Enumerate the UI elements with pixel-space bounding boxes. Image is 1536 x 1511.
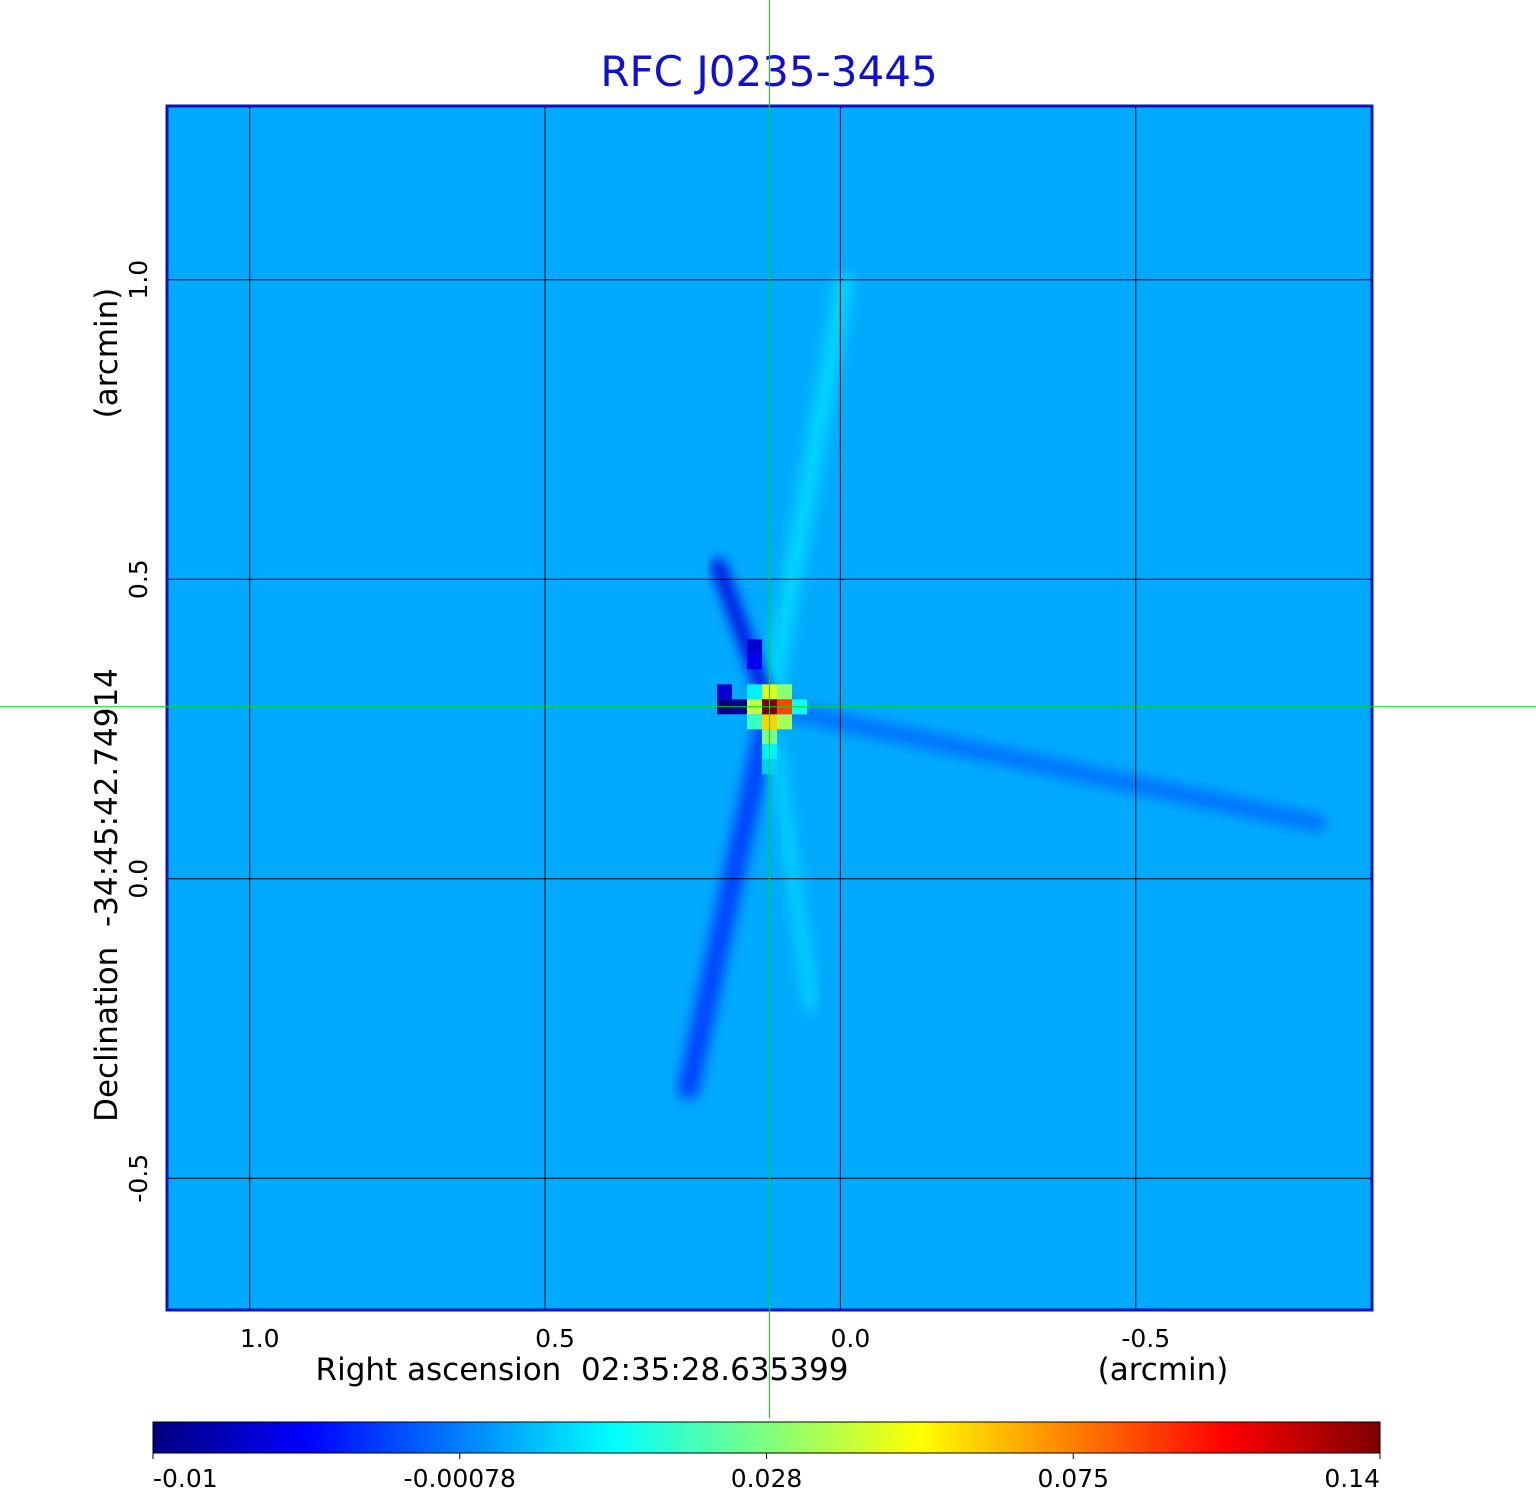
x-axis-label: Right ascension 02:35:28.635399 (316, 1352, 849, 1388)
colorbar-gradient (152, 1421, 1381, 1454)
sidelobe-streak-east (760, 697, 1327, 833)
colorbar-tick-label: 0.075 (1037, 1464, 1109, 1493)
x-tick-label: -0.5 (1121, 1324, 1170, 1353)
negative-pixel (747, 639, 762, 655)
colorbar: -0.01 -0.00078 0.028 0.075 0.14 (152, 1421, 1381, 1493)
colorbar-tick-label: -0.00078 (404, 1464, 516, 1493)
x-tick-label: 1.0 (240, 1324, 280, 1353)
negative-pixel (717, 684, 732, 700)
colorbar-tick-label: 0.14 (1324, 1464, 1380, 1493)
source-pixel (747, 684, 762, 700)
x-tick-label: 0.5 (535, 1324, 575, 1353)
y-tick-label: 0.5 (124, 559, 153, 599)
source-pixel (747, 714, 762, 730)
y-tick-label: 0.0 (124, 859, 153, 899)
y-tick-label: -0.5 (124, 1154, 153, 1203)
x-axis-unit: (arcmin) (1098, 1352, 1229, 1388)
source-pixel (777, 684, 792, 700)
colorbar-tick-label: 0.028 (731, 1464, 803, 1493)
negative-pixel (747, 654, 762, 670)
x-tick-label: 0.0 (830, 1324, 870, 1353)
y-axis-unit: (arcmin) (89, 288, 125, 419)
sidelobe-streak-south-dark (677, 695, 781, 1100)
y-axis-label: Declination -34:45:42.74914 (89, 668, 125, 1122)
colorbar-tick-label: -0.01 (153, 1464, 218, 1493)
source-pixel (777, 714, 792, 730)
sidelobe-streak-north-dark (710, 557, 778, 715)
y-tick-label: 1.0 (124, 260, 153, 300)
sidelobe-streak-north (759, 273, 855, 717)
